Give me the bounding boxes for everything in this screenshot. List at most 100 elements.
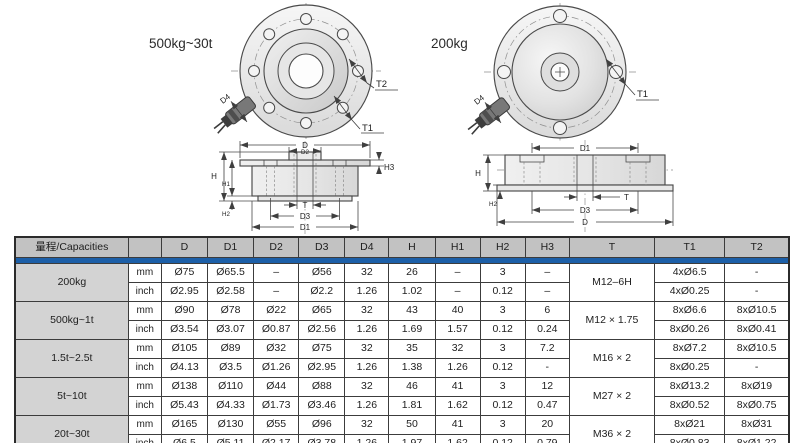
dim-label-d3-right: D3	[580, 206, 591, 215]
front-view-200kg: D4 T1	[467, 3, 659, 141]
value-cell: 1.57	[434, 320, 481, 340]
value-cell: Ø56	[298, 263, 346, 283]
dim-label-h-left-section: H	[211, 172, 217, 181]
technical-drawings: 500kg~30t 200kg D4	[149, 3, 674, 234]
value-cell: Ø65.5	[206, 263, 255, 283]
table-row: inch Ø2.95 Ø2.58 – Ø2.2 1.26 1.02 – 0.12…	[15, 282, 790, 302]
value-cell: 8xØ1.22	[724, 434, 790, 443]
value-cell: 8xØ0.25	[654, 358, 726, 378]
value-cell: 0.12	[479, 282, 526, 302]
value-cell: 8xØ0.75	[724, 396, 790, 416]
col-header-unit	[127, 236, 162, 258]
value-cell: 8xØ6.6	[654, 301, 726, 321]
dim-label-h2-right: H2	[489, 201, 497, 208]
value-cell: 32	[344, 301, 390, 321]
col-header-T: T	[568, 236, 656, 258]
capacity-label: 200kg	[14, 263, 129, 302]
value-cell: Ø2.56	[298, 320, 346, 340]
capacity-label: 20t~30t	[14, 415, 129, 443]
value-cell: 8xØ19	[724, 377, 790, 397]
table-row: 20t~30t mm Ø165 Ø130 Ø55 Ø96 32 50 41 3 …	[14, 415, 790, 443]
thread-cell: M16 × 2	[568, 339, 656, 378]
capacities-dimensions-table: 量程/Capacities D D1 D2 D3 D4 H H1 H2 H3 T…	[14, 236, 790, 443]
t1-callout-left: T1	[333, 95, 384, 134]
value-cell: 32	[344, 377, 390, 397]
table-row: inch Ø4.13 Ø3.5 Ø1.26 Ø2.95 1.26 1.38 1.…	[15, 358, 790, 378]
dim-label-d4-left: D4	[218, 92, 232, 106]
col-header-H2: H2	[479, 236, 526, 258]
value-cell: 3	[479, 415, 526, 435]
dim-label-d-right-section: D	[582, 218, 588, 227]
value-cell: Ø2.95	[160, 282, 208, 302]
value-cell: 7.2	[524, 339, 570, 359]
dim-label-h-right-section: H	[475, 169, 481, 178]
value-cell: 26	[388, 263, 436, 283]
value-cell: Ø2.95	[298, 358, 346, 378]
value-cell: 32	[344, 339, 390, 359]
col-header-H1: H1	[434, 236, 481, 258]
value-cell: 8xØ21	[654, 415, 726, 435]
value-cell: Ø3.78	[298, 434, 346, 443]
value-cell: Ø138	[160, 377, 208, 397]
section-view-200kg: D1 H H2 T D3 D	[475, 140, 674, 232]
value-cell: 32	[344, 263, 390, 283]
value-cell: 1.97	[388, 434, 436, 443]
dim-label-d4-right: D4	[472, 93, 486, 107]
unit-label: mm	[127, 263, 162, 283]
dim-label-h2-left: H2	[222, 211, 230, 218]
value-cell: Ø78	[206, 301, 255, 321]
value-cell: -	[724, 358, 790, 378]
col-header-D: D	[160, 236, 208, 258]
table-row: 200kg mm Ø75 Ø65.5 – Ø56 32 26 – 3 – M12…	[14, 263, 790, 302]
value-cell: Ø130	[206, 415, 255, 435]
t1-callout-right: T1	[605, 58, 659, 101]
t2-callout: T2	[348, 58, 398, 91]
value-cell: 1.69	[388, 320, 436, 340]
col-header-T1: T1	[654, 236, 726, 258]
value-cell: 1.38	[388, 358, 436, 378]
value-cell: -	[524, 358, 570, 378]
thread-cell: M12 × 1.75	[568, 301, 656, 340]
value-cell: –	[434, 282, 481, 302]
unit-label: mm	[127, 339, 162, 359]
thread-cell: M36 × 2	[568, 415, 656, 443]
value-cell: 1.26	[434, 358, 481, 378]
table-row: 500kg~1t mm Ø90 Ø78 Ø22 Ø65 32 43 40 3 6…	[14, 301, 790, 340]
value-cell: Ø0.87	[253, 320, 300, 340]
value-cell: Ø75	[160, 263, 208, 283]
value-cell: 20	[524, 415, 570, 435]
table-header-row: 量程/Capacities D D1 D2 D3 D4 H H1 H2 H3 T…	[14, 236, 790, 258]
value-cell: 50	[388, 415, 436, 435]
value-cell: –	[253, 282, 300, 302]
value-cell: 8xØ10.5	[724, 339, 790, 359]
value-cell: Ø22	[253, 301, 300, 321]
value-cell: 8xØ0.83	[654, 434, 726, 443]
col-header-T2: T2	[724, 236, 790, 258]
capacity-label: 1.5t~2.5t	[14, 339, 129, 378]
value-cell: 8xØ0.26	[654, 320, 726, 340]
value-cell: 8xØ0.41	[724, 320, 790, 340]
col-header-H3: H3	[524, 236, 570, 258]
table-row: 5t~10t mm Ø138 Ø110 Ø44 Ø88 32 46 41 3 1…	[14, 377, 790, 416]
value-cell: Ø89	[206, 339, 255, 359]
value-cell: 1.26	[344, 358, 390, 378]
value-cell: Ø1.26	[253, 358, 300, 378]
dim-label-d-left-section: D	[302, 141, 308, 150]
value-cell: 8xØ10.5	[724, 301, 790, 321]
value-cell: 32	[344, 415, 390, 435]
thread-cell: M12–6H	[568, 263, 656, 302]
value-cell: Ø96	[298, 415, 346, 435]
value-cell: Ø3.46	[298, 396, 346, 416]
unit-label: inch	[127, 434, 162, 443]
value-cell: 40	[434, 301, 481, 321]
dim-label-d1-left: D1	[300, 223, 311, 232]
value-cell: 3	[479, 263, 526, 283]
value-cell: Ø55	[253, 415, 300, 435]
unit-label: mm	[127, 377, 162, 397]
value-cell: Ø5.11	[206, 434, 255, 443]
dim-label-d1-right: D1	[580, 144, 591, 153]
value-cell: Ø75	[298, 339, 346, 359]
col-header-capacities: 量程/Capacities	[14, 236, 129, 258]
value-cell: 1.26	[344, 396, 390, 416]
table-row: 1.5t~2.5t mm Ø105 Ø89 Ø32 Ø75 32 35 32 3…	[14, 339, 790, 378]
